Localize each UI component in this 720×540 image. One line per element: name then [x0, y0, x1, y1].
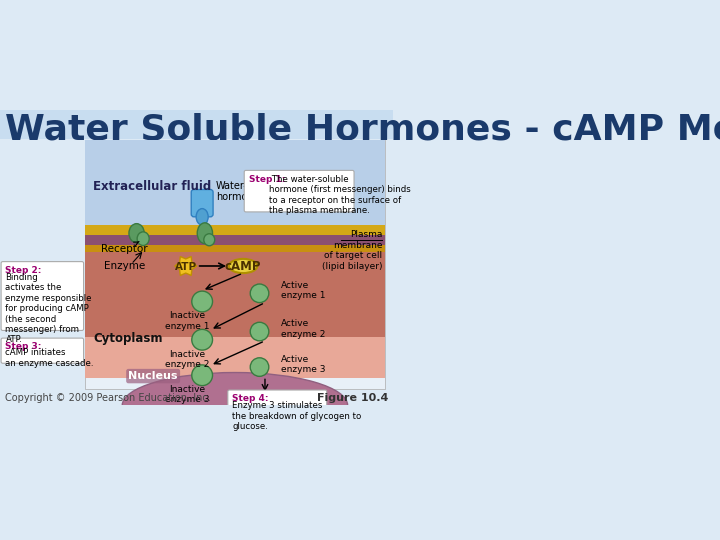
FancyBboxPatch shape	[85, 245, 385, 252]
Polygon shape	[175, 256, 197, 275]
Ellipse shape	[196, 208, 208, 225]
Text: Copyright © 2009 Pearson Education, Inc.: Copyright © 2009 Pearson Education, Inc.	[6, 393, 211, 403]
Text: Active
enzyme 3: Active enzyme 3	[282, 355, 326, 374]
FancyBboxPatch shape	[192, 190, 213, 217]
Text: Inactive
enzyme 2: Inactive enzyme 2	[165, 349, 209, 369]
Ellipse shape	[204, 234, 215, 246]
Text: Binding
activates the
enzyme responsible
for producing cAMP
(the second
messenge: Binding activates the enzyme responsible…	[6, 273, 92, 345]
FancyBboxPatch shape	[228, 390, 327, 423]
FancyBboxPatch shape	[85, 345, 385, 378]
Text: Plasma
membrane
of target cell
(lipid bilayer): Plasma membrane of target cell (lipid bi…	[322, 231, 382, 271]
Text: Water Soluble Hormones - cAMP Mediation: Water Soluble Hormones - cAMP Mediation	[6, 113, 720, 147]
FancyBboxPatch shape	[85, 337, 385, 378]
Text: Step 3:: Step 3:	[6, 342, 42, 352]
Text: Inactive
enzyme 3: Inactive enzyme 3	[165, 385, 209, 404]
Ellipse shape	[251, 358, 269, 376]
Text: Receptor: Receptor	[101, 241, 148, 254]
Text: Nucleus: Nucleus	[128, 371, 178, 381]
FancyBboxPatch shape	[244, 171, 354, 212]
Text: ATP: ATP	[175, 262, 197, 272]
FancyBboxPatch shape	[1, 261, 84, 330]
Text: Enzyme: Enzyme	[104, 261, 145, 271]
Ellipse shape	[129, 224, 144, 243]
Text: Active
enzyme 1: Active enzyme 1	[282, 281, 326, 300]
Text: Step 4:: Step 4:	[233, 394, 269, 403]
Text: Figure 10.4: Figure 10.4	[317, 393, 388, 403]
Text: cAMP initiates
an enzyme cascade.: cAMP initiates an enzyme cascade.	[6, 348, 94, 368]
Text: Step 1:: Step 1:	[249, 175, 286, 184]
Ellipse shape	[251, 284, 269, 302]
FancyBboxPatch shape	[85, 235, 385, 245]
Text: cAMP: cAMP	[225, 260, 261, 273]
FancyBboxPatch shape	[1, 338, 84, 363]
Text: Cytoplasm: Cytoplasm	[93, 333, 163, 346]
FancyBboxPatch shape	[85, 252, 385, 378]
FancyBboxPatch shape	[85, 140, 385, 389]
Text: Extracellular fluid: Extracellular fluid	[93, 179, 211, 192]
Text: The water-soluble
hormone (first messenger) binds
to a receptor on the surface o: The water-soluble hormone (first messeng…	[269, 175, 410, 215]
Ellipse shape	[192, 365, 212, 386]
Text: Step 2:: Step 2:	[6, 266, 42, 275]
FancyBboxPatch shape	[85, 140, 385, 225]
FancyBboxPatch shape	[85, 225, 385, 235]
Ellipse shape	[229, 259, 257, 273]
Ellipse shape	[251, 322, 269, 341]
Ellipse shape	[122, 373, 348, 438]
Text: Active
enzyme 2: Active enzyme 2	[282, 319, 325, 339]
Ellipse shape	[137, 232, 149, 246]
FancyBboxPatch shape	[0, 110, 393, 139]
Ellipse shape	[197, 223, 212, 244]
Text: Enzyme 3 stimulates
the breakdown of glycogen to
glucose.: Enzyme 3 stimulates the breakdown of gly…	[233, 401, 361, 431]
Ellipse shape	[192, 329, 212, 350]
Text: Water-soluble
hormone: Water-soluble hormone	[216, 181, 282, 202]
Text: Inactive
enzyme 1: Inactive enzyme 1	[165, 312, 209, 330]
Ellipse shape	[192, 291, 212, 312]
